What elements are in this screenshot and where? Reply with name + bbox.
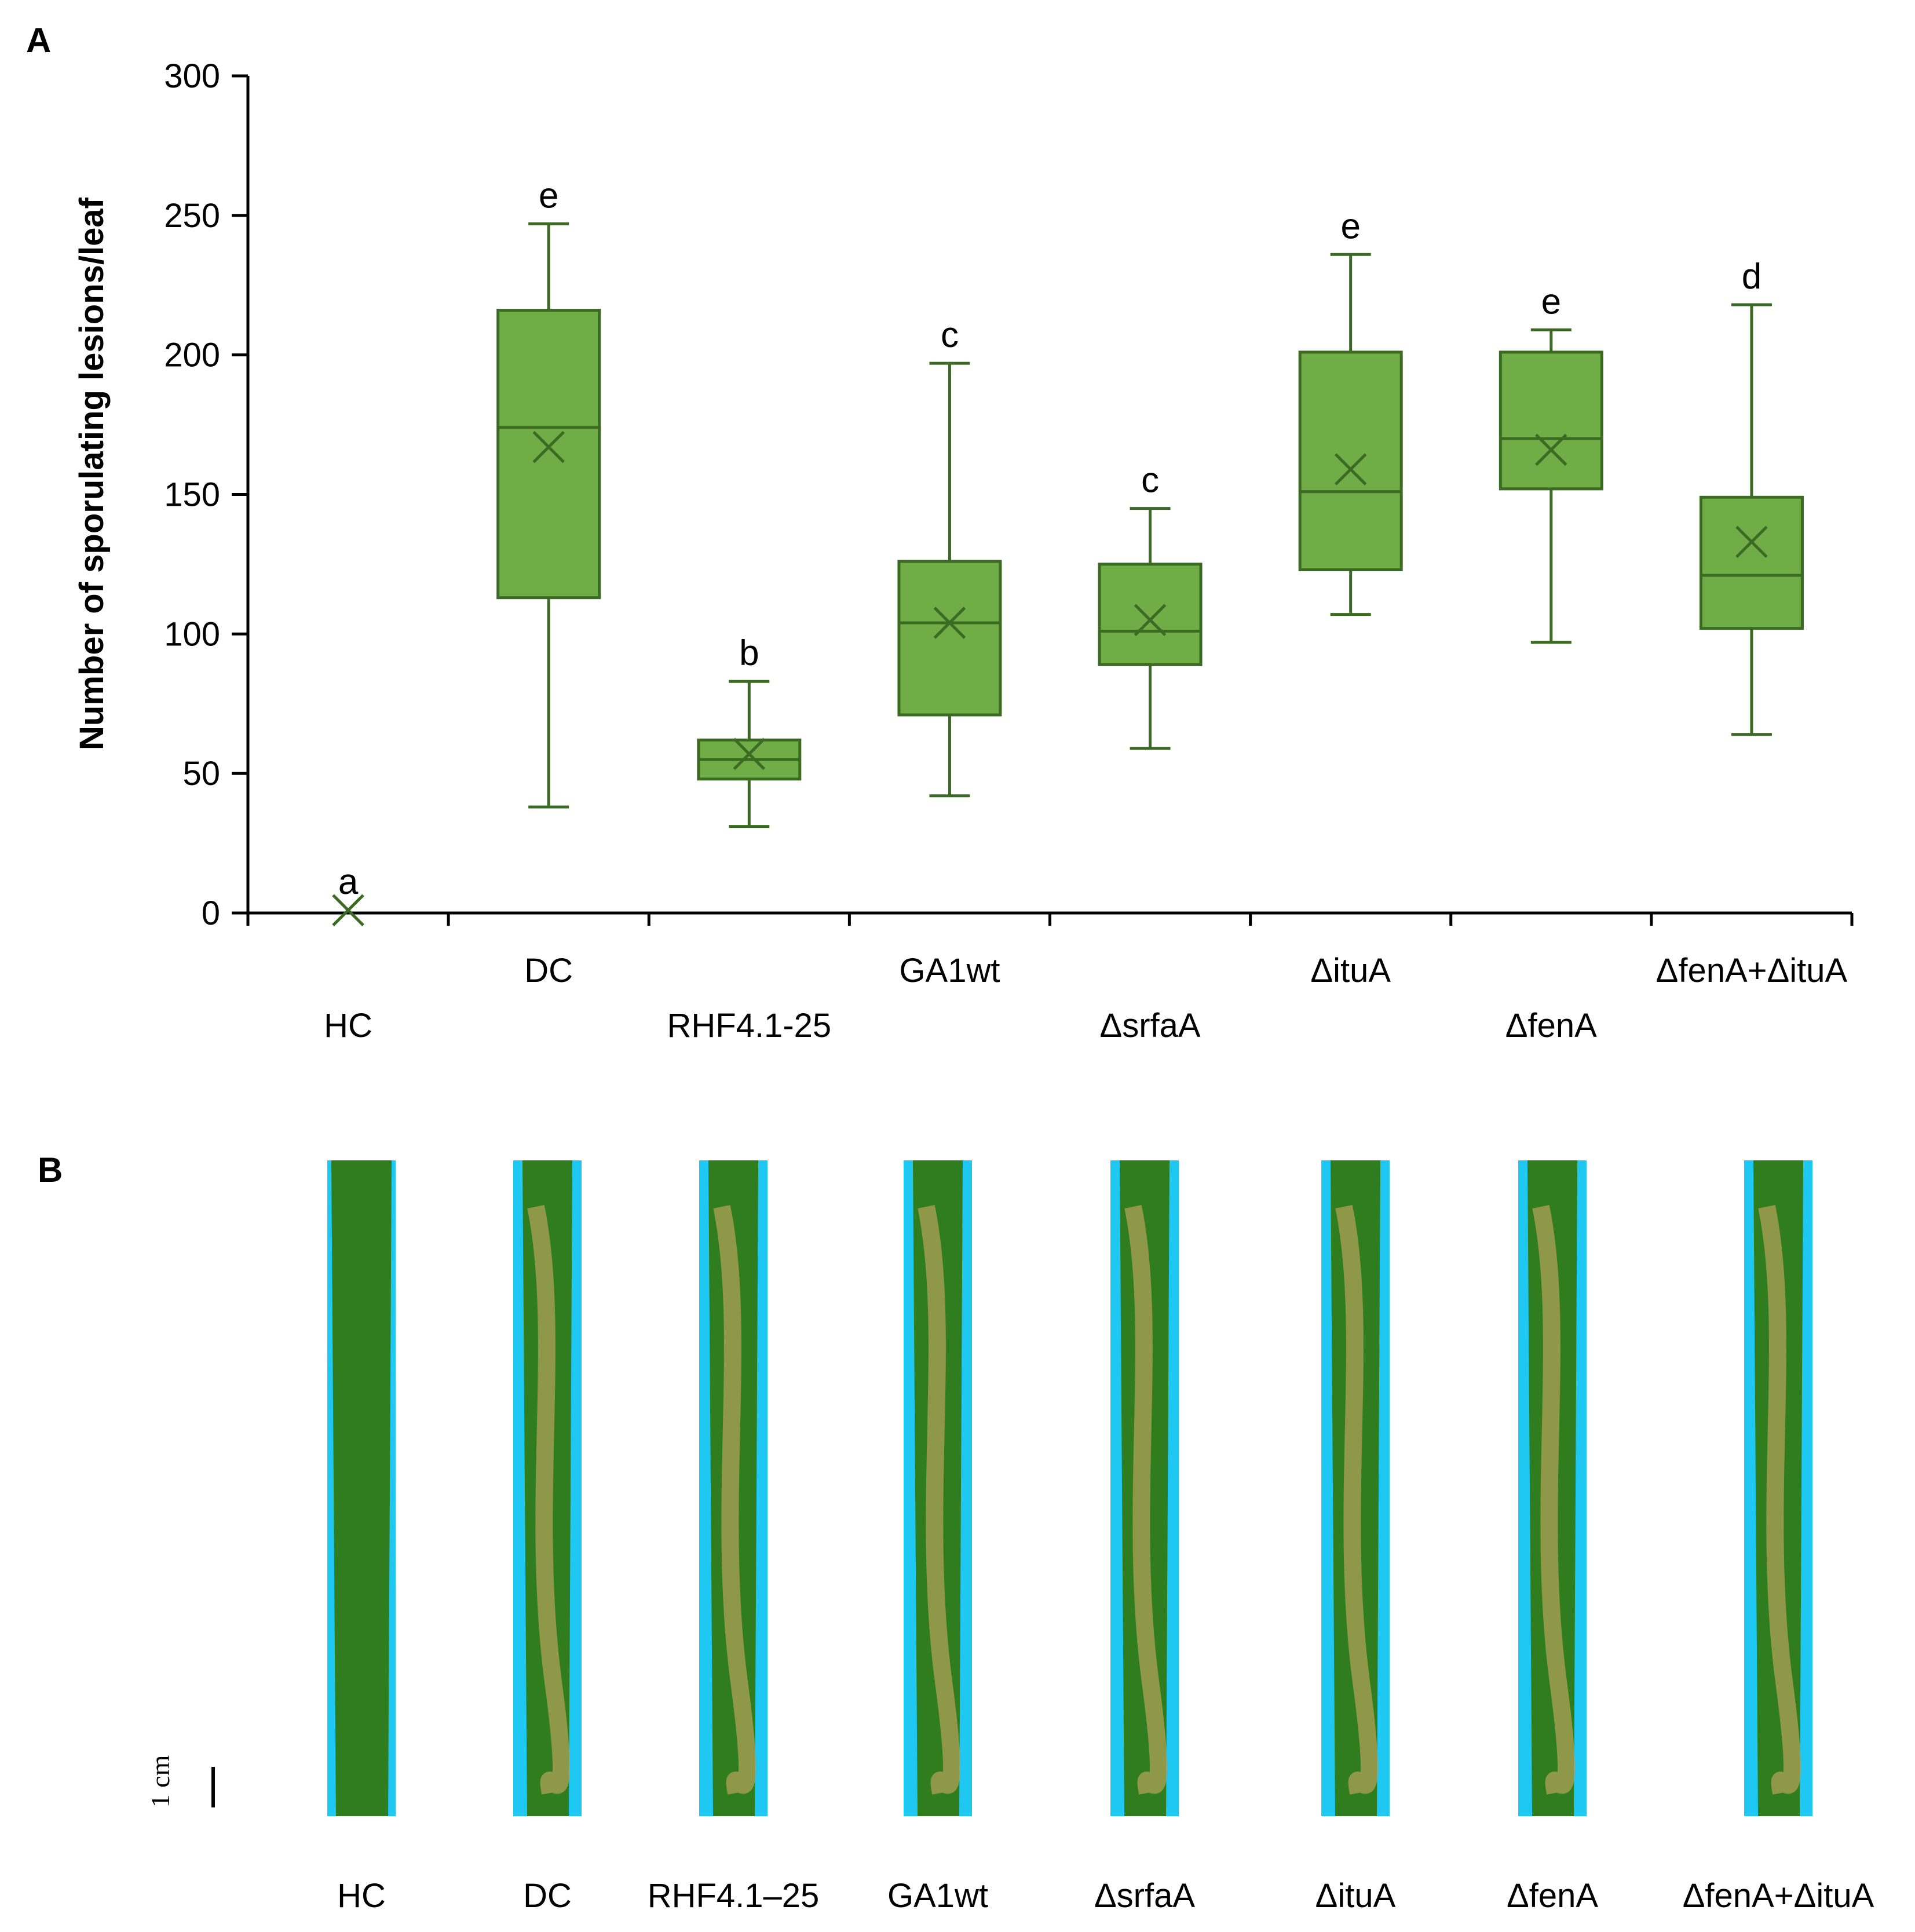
lesion-streak	[918, 1205, 960, 1795]
significance-letter: e	[1340, 206, 1360, 246]
significance-letter: c	[1141, 461, 1159, 501]
category-label: RHF4.1-25	[667, 1007, 831, 1044]
lesion-streak	[1532, 1205, 1575, 1795]
box	[1298, 350, 1403, 572]
lesion-streak	[527, 1205, 570, 1795]
leaf-photo	[327, 1160, 396, 1816]
category-label: ΔfenA+ΔituA	[1656, 952, 1848, 989]
mean-marker	[1535, 433, 1567, 466]
significance-letter: e	[539, 176, 558, 216]
category-label: HC	[324, 1007, 372, 1044]
significance-letter: b	[739, 633, 759, 673]
mean-marker	[332, 894, 364, 926]
y-tick-label: 250	[164, 197, 220, 235]
lesion-streak	[1124, 1205, 1167, 1795]
y-tick-label: 0	[202, 894, 220, 932]
significance-letter: e	[1541, 282, 1561, 322]
box-group: e	[496, 176, 601, 809]
leaf-labels: HC DC RHF4.1–25 GA1wt ΔsrfaA ΔituA ΔfenA ΔfenA+…	[337, 1877, 1874, 1915]
leaf-label: ΔsrfaA	[1094, 1877, 1195, 1915]
box	[1699, 495, 1804, 630]
box-group: c	[1098, 461, 1203, 750]
panel-b-label: B	[38, 1151, 63, 1189]
category-label: GA1wt	[899, 952, 1000, 989]
mean-marker	[1334, 453, 1367, 485]
leaf-label: ΔfenA	[1507, 1877, 1598, 1915]
lesion-streak	[1758, 1205, 1801, 1795]
leaf-photo	[1744, 1160, 1812, 1816]
leaf-label: GA1wt	[887, 1877, 988, 1915]
leaf-photo	[1110, 1160, 1179, 1816]
y-tick-label: 50	[182, 755, 220, 792]
leaf-label: RHF4.1–25	[648, 1877, 820, 1915]
lesion-streak	[713, 1205, 756, 1795]
y-ticks: 0 50 100 150 200 250 300	[164, 57, 248, 932]
leaf-photo	[699, 1160, 768, 1816]
leaf-photo	[1321, 1160, 1390, 1816]
leaf	[331, 1160, 392, 1816]
y-axis-label: Number of sporulating lesions/leaf	[73, 197, 111, 750]
leaf-label: HC	[337, 1877, 386, 1915]
significance-letter: a	[338, 862, 359, 902]
mean-marker	[933, 607, 966, 639]
leaf-photo	[1518, 1160, 1587, 1816]
panel-a-label: A	[26, 21, 51, 60]
scale-bar-label: 1 cm	[145, 1755, 175, 1807]
leaf-photo	[904, 1160, 972, 1816]
y-tick-label: 200	[164, 337, 220, 374]
category-label: ΔsrfaA	[1100, 1007, 1201, 1044]
box	[1499, 350, 1603, 491]
y-tick-label: 300	[164, 57, 220, 95]
category-label: DC	[524, 952, 573, 989]
y-tick-label: 150	[164, 476, 220, 514]
box-group: c	[897, 315, 1002, 798]
leaf-photo-panel	[327, 1160, 1812, 1816]
significance-letter: c	[941, 315, 959, 355]
category-label: ΔfenA	[1505, 1007, 1597, 1044]
category-labels: HC DC RHF4.1-25 GA1wt ΔsrfaA ΔituA ΔfenA ΔfenA+…	[324, 952, 1847, 1044]
mean-marker	[532, 430, 565, 463]
box-group: b	[697, 633, 802, 828]
box-group: a	[332, 862, 364, 926]
box	[897, 560, 1002, 717]
box-group: d	[1699, 257, 1804, 736]
leaf-photo	[513, 1160, 582, 1816]
mean-marker	[1735, 525, 1768, 558]
leaf-label: ΔfenA+ΔituA	[1683, 1877, 1874, 1915]
lesion-streak	[1335, 1205, 1378, 1795]
leaf-label: ΔituA	[1315, 1877, 1396, 1915]
box	[496, 309, 601, 600]
leaf-label: DC	[523, 1877, 572, 1915]
significance-letter: d	[1742, 257, 1761, 297]
mean-marker	[733, 737, 766, 770]
category-label: ΔituA	[1310, 952, 1391, 989]
box-group: e	[1298, 206, 1403, 616]
box	[1098, 563, 1203, 666]
mean-marker	[1134, 604, 1167, 637]
box-group: e	[1499, 282, 1603, 644]
y-tick-label: 100	[164, 615, 220, 653]
box-plot-chart: Number of sporulating lesions/leaf 0 50 10…	[73, 57, 1854, 1044]
boxes: a e b c c e e d	[332, 176, 1804, 926]
x-ticks	[246, 913, 1854, 926]
